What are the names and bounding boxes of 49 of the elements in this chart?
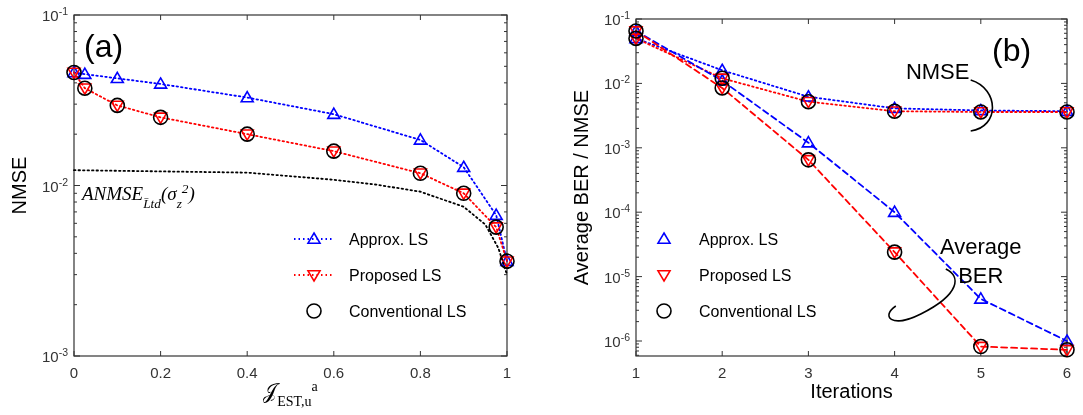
y-tick-label: 10$^{-1}$ <box>41 5 69 24</box>
legend-label: Conventional LS <box>349 303 467 320</box>
legend-label: Proposed LS <box>349 267 442 284</box>
point <box>413 133 428 145</box>
point <box>78 67 92 80</box>
point <box>153 77 168 89</box>
y-tick-label: 10$^{-5}$ <box>603 266 631 286</box>
y-axis-title: Average BER / NMSE <box>570 89 592 286</box>
annotation: (b) <box>992 32 1032 68</box>
point <box>489 208 503 221</box>
x-tick-label: 6 <box>1062 364 1072 381</box>
y-tick-label: 10$^{-3}$ <box>603 137 631 157</box>
x-tick-label: 0 <box>69 364 79 381</box>
y-tick-label: 10$^{-3}$ <box>41 346 69 365</box>
point <box>887 205 902 218</box>
y-tick-label: 10$^{-2}$ <box>41 175 69 195</box>
annotation: NMSE <box>905 59 970 84</box>
point <box>240 90 254 103</box>
point <box>327 107 341 120</box>
x-tick-label: 0.4 <box>236 364 258 381</box>
x-tick-label: 3 <box>804 364 813 381</box>
series-label: ANMSE$_{L̄td}$(σ$_{z}$$^{2}$) <box>80 180 195 211</box>
point <box>110 71 125 84</box>
x-tick-label: 0.6 <box>323 364 345 381</box>
point <box>801 135 816 148</box>
x-axis-title: Iterations <box>810 380 893 402</box>
point <box>801 89 816 102</box>
x-tick-label: 1 <box>502 364 512 381</box>
y-tick-label: 10$^{-4}$ <box>603 202 631 222</box>
x-tick-label: 4 <box>890 364 899 381</box>
point <box>456 160 471 173</box>
legend-label: Proposed LS <box>699 267 792 284</box>
x-tick-label: 2 <box>718 364 727 381</box>
annotation: (a) <box>84 28 124 64</box>
y-axis-title: NMSE <box>8 156 30 215</box>
legend-label: Approx. LS <box>349 231 429 248</box>
y-tick-label: 10$^{-6}$ <box>603 331 631 350</box>
point <box>974 292 988 304</box>
y-tick-label: 10$^{-1}$ <box>603 9 631 28</box>
point <box>887 101 902 114</box>
y-tick-label: 10$^{-2}$ <box>603 73 631 93</box>
legend-label: Approx. LS <box>699 231 779 248</box>
annotation: Average BER <box>940 234 1022 288</box>
legend-label: Conventional LS <box>699 303 817 320</box>
x-tick-label: 0.2 <box>150 364 172 381</box>
x-tick-label: 1 <box>631 364 641 381</box>
x-tick-label: 0.8 <box>409 364 431 381</box>
point <box>1060 334 1074 346</box>
x-tick-label: 5 <box>976 364 985 381</box>
